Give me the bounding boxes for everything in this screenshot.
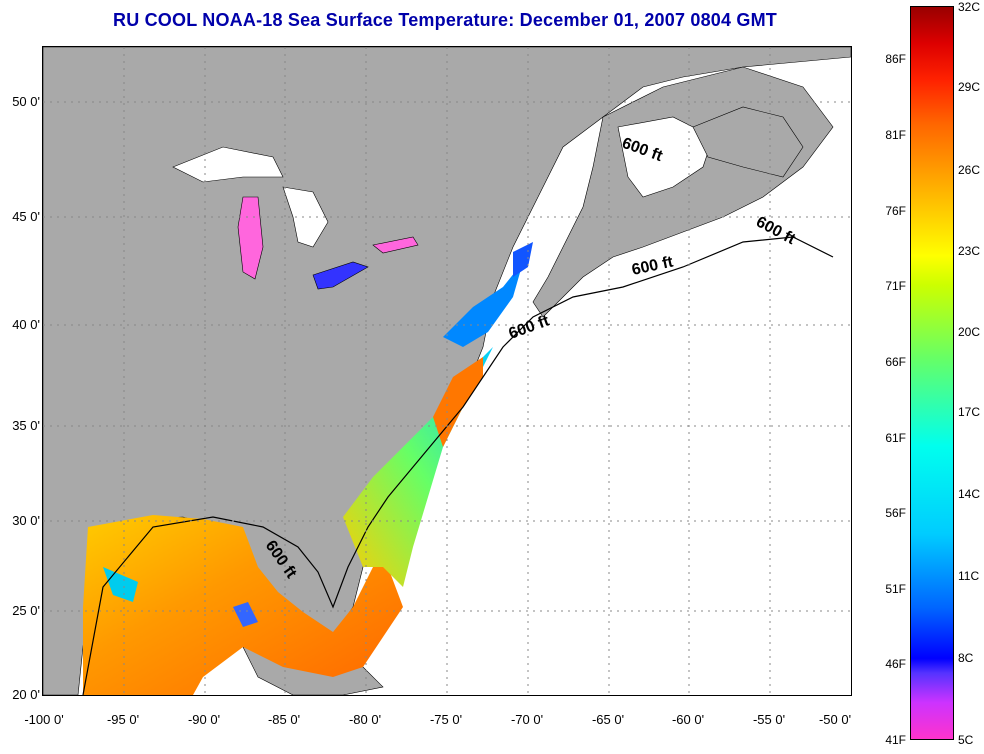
lat-label-30: 30 0' [12,513,40,528]
colorbar-c-32: 32C [958,0,981,14]
colorbar-f-71: 71F [885,279,906,293]
depth-label-scotian-shelf: 600 ft [630,253,675,278]
depth-label-georges-bank: 600 ft [507,312,553,342]
lat-label-45: 45 0' [12,209,40,224]
colorbar-f-86: 86F [885,52,906,66]
lon-label-neg55: -55 0' [752,712,786,727]
sst-gulf-of-maine [513,242,533,277]
colorbar-c-14: 14C [958,487,981,501]
gulf-of-st-lawrence [617,116,714,198]
colorbar-c-23: 23C [958,244,981,258]
map-canvas: 600 ft 600 ft 600 ft 600 ft 600 ft [43,47,851,695]
colorbar-c-11: 11C [958,569,980,583]
lon-label-neg100: -100 0' [24,712,64,727]
colorbar-f-81: 81F [885,128,906,142]
lon-label-neg70: -70 0' [510,712,544,727]
lat-label-50: 50 0' [12,94,40,109]
lake-superior [172,146,284,183]
lon-label-neg85: -85 0' [267,712,301,727]
lat-label-40: 40 0' [12,317,40,332]
depth-label-scotian-east: 600 ft [753,214,798,249]
colorbar-c-26: 26C [958,163,981,177]
lon-label-neg80: -80 0' [348,712,382,727]
lat-label-20: 20 0' [12,687,40,702]
lon-label-neg75: -75 0' [429,712,463,727]
lon-label-neg60: -60 0' [671,712,705,727]
graticule [43,47,851,695]
lon-label-neg65: -65 0' [591,712,625,727]
sst-mid-atlantic [433,357,483,447]
colorbar-f-41: 41F [885,733,906,747]
lake-erie [312,261,369,290]
lake-ontario [372,236,419,254]
lat-label-35: 35 0' [12,418,40,433]
colorbar-f-56: 56F [885,506,906,520]
colorbar-f-66: 66F [885,355,906,369]
sst-cool-patch-1 [233,602,258,627]
lon-label-neg50: -50 0' [818,712,852,727]
lon-label-neg95: -95 0' [106,712,140,727]
newfoundland-land [692,106,804,178]
colorbar-c-5: 5C [958,733,974,747]
colorbar-c-20: 20C [958,325,981,339]
map-title: RU COOL NOAA-18 Sea Surface Temperature:… [113,10,777,30]
colorbar-c-17: 17C [958,405,981,419]
lake-huron [282,186,329,248]
depth-contour-600ft [82,236,834,695]
sst-northeast-shelf [443,262,523,347]
lon-label-neg90: -90 0' [187,712,221,727]
sst-map[interactable]: 600 ft 600 ft 600 ft 600 ft 600 ft [42,46,852,696]
colorbar-f-61: 61F [885,431,906,445]
colorbar-f-76: 76F [885,204,906,218]
temperature-colorbar [910,6,954,740]
colorbar-f-51: 51F [885,582,906,596]
lake-michigan [237,196,264,280]
lat-label-25: 25 0' [12,603,40,618]
colorbar-f-46: 46F [885,657,906,671]
colorbar-c-8: 8C [958,651,974,665]
colorbar-c-29: 29C [958,80,981,94]
